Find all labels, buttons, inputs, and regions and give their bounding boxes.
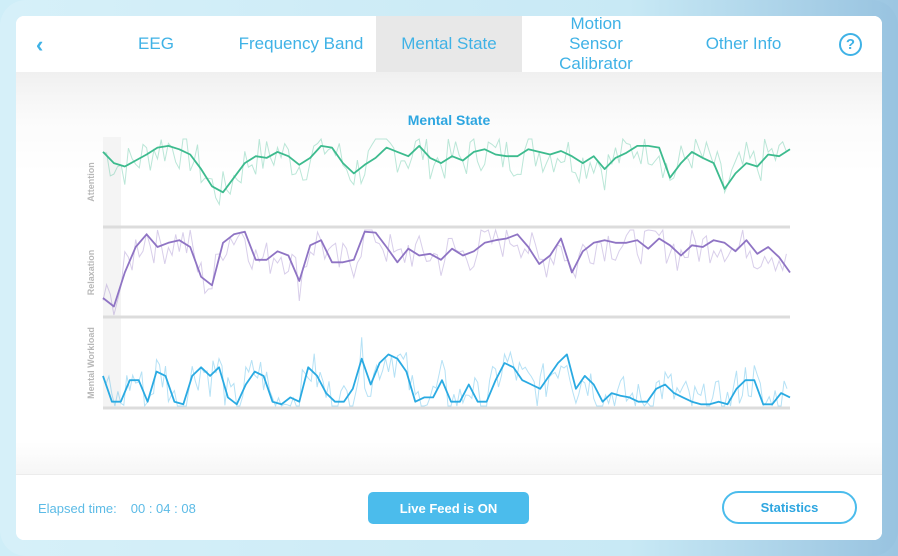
- tab-eeg[interactable]: EEG: [138, 34, 174, 53]
- tab-frequency-band[interactable]: Frequency Band: [238, 34, 364, 53]
- page-title: Mental State: [407, 112, 491, 128]
- raw-trace-0: [102, 137, 787, 207]
- raw-trace-1: [102, 228, 787, 316]
- ylabel-1: Relaxation: [86, 250, 96, 296]
- tab-mental-state[interactable]: Mental State: [376, 16, 522, 72]
- elapsed-value: 00 : 04 : 08: [130, 501, 196, 516]
- smoothed-trace-2: [102, 353, 791, 406]
- history-shade: [103, 137, 121, 408]
- ylabel-0: Attention: [86, 162, 96, 202]
- tab-motion-sensor-calibrator[interactable]: Motion Sensor Calibrator: [559, 16, 633, 73]
- mental-state-chart: Attention Relaxation Mental Workload: [86, 137, 791, 410]
- smoothed-trace-0: [102, 144, 791, 194]
- elapsed-label: Elapsed time:: [38, 501, 117, 516]
- smoothed-trace-1: [102, 230, 791, 308]
- live-feed-button[interactable]: Live Feed is ON: [368, 492, 529, 524]
- ylabel-2: Mental Workload: [86, 327, 96, 399]
- tab-other-info[interactable]: Other Info: [705, 34, 782, 53]
- app-window: ‹ EEG Frequency Band Mental State Motion…: [16, 16, 882, 540]
- chevron-left-icon[interactable]: ‹: [36, 32, 44, 57]
- statistics-button[interactable]: Statistics: [722, 491, 857, 524]
- top-nav: ‹ EEG Frequency Band Mental State Motion…: [16, 16, 882, 73]
- help-circle-icon[interactable]: ?: [839, 33, 862, 56]
- footer: Elapsed time: 00 : 04 : 08 Live Feed is O…: [16, 474, 882, 540]
- elapsed-time: Elapsed time: 00 : 04 : 08: [38, 501, 196, 516]
